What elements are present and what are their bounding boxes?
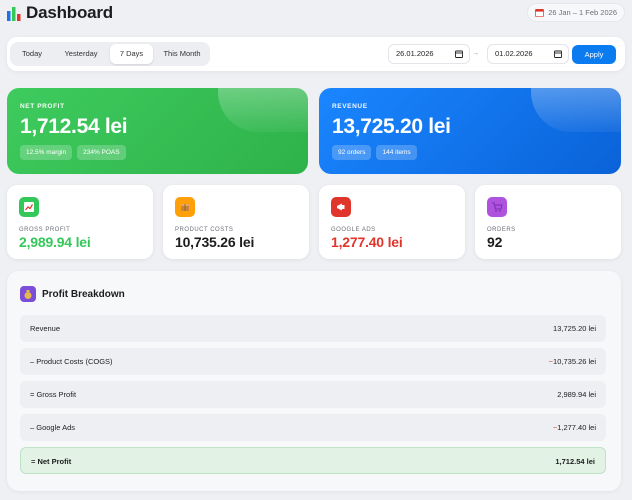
revenue-chips: 92 orders 144 items	[332, 145, 417, 160]
row-label: – Product Costs (COGS)	[30, 357, 113, 366]
date-range-badge: 26 Jan – 1 Feb 2026	[527, 3, 625, 22]
breakdown-row-cogs: – Product Costs (COGS) −10,735.26 lei	[20, 348, 606, 375]
money-bag-icon	[20, 286, 36, 302]
revenue-label: REVENUE	[332, 103, 368, 110]
row-label: – Google Ads	[30, 423, 76, 432]
tab-7-days[interactable]: 7 Days	[110, 44, 153, 64]
orders-chip: 92 orders	[332, 145, 372, 160]
orders-card: ORDERS 92	[475, 185, 621, 259]
row-label: Revenue	[30, 324, 61, 333]
date-range-text: 26 Jan – 1 Feb 2026	[548, 8, 617, 17]
gross-profit-card: GROSS PROFIT 2,989.94 lei	[7, 185, 153, 259]
google-ads-value: 1,277.40 lei	[331, 234, 403, 250]
margin-chip: 12.5% margin	[20, 145, 73, 160]
row-value: −1,277.40 lei	[552, 423, 596, 432]
breakdown-row-revenue: Revenue 13,725.20 lei	[20, 315, 606, 342]
orders-value: 92	[487, 234, 503, 250]
net-profit-label: NET PROFIT	[20, 103, 65, 110]
date-from-value: 26.01.2026	[396, 49, 434, 58]
google-ads-label: GOOGLE ADS	[331, 227, 376, 233]
net-profit-chips: 12.5% margin 234% POAS	[20, 145, 126, 160]
gross-profit-value: 2,989.94 lei	[19, 234, 91, 250]
filter-bar: Today Yesterday 7 Days This Month 26.01.…	[7, 37, 625, 71]
row-value: −10,735.26 lei	[548, 357, 596, 366]
product-costs-card: PRODUCT COSTS 10,735.26 lei	[163, 185, 309, 259]
bar-chart-icon	[7, 7, 21, 21]
calendar-icon	[455, 50, 463, 58]
row-label: = Gross Profit	[30, 390, 77, 399]
row-value: 2,989.94 lei	[557, 390, 596, 399]
header: Dashboard 26 Jan – 1 Feb 2026	[7, 3, 625, 23]
tab-today[interactable]: Today	[21, 49, 42, 58]
breakdown-title: Profit Breakdown	[42, 289, 125, 300]
revenue-card: REVENUE 13,725.20 lei 92 orders 144 item…	[319, 88, 621, 174]
apply-button[interactable]: Apply	[572, 45, 616, 64]
google-ads-card: GOOGLE ADS 1,277.40 lei	[319, 185, 465, 259]
range-arrow: →	[472, 50, 479, 57]
breakdown-row-net-profit: = Net Profit 1,712.54 lei	[20, 447, 606, 474]
date-to-input[interactable]: 01.02.2026	[487, 44, 569, 64]
calendar-icon	[554, 50, 562, 58]
product-costs-value: 10,735.26 lei	[175, 234, 255, 250]
cart-icon	[487, 197, 507, 217]
chart-up-icon	[19, 197, 39, 217]
page-title: Dashboard	[26, 3, 113, 22]
calendar-icon	[535, 8, 545, 17]
row-value: 13,725.20 lei	[553, 324, 596, 333]
poas-chip: 234% POAS	[77, 145, 126, 160]
row-label: = Net Profit	[31, 457, 72, 466]
card-gloss	[531, 88, 621, 132]
net-profit-value: 1,712.54 lei	[20, 115, 128, 138]
tab-this-month[interactable]: This Month	[163, 49, 201, 58]
items-chip: 144 items	[376, 145, 417, 160]
row-value: 1,712.54 lei	[555, 457, 595, 466]
product-costs-label: PRODUCT COSTS	[175, 227, 234, 233]
orders-label: ORDERS	[487, 227, 516, 233]
period-tabs: Today Yesterday 7 Days This Month	[10, 42, 210, 66]
package-icon	[175, 197, 195, 217]
gross-profit-label: GROSS PROFIT	[19, 227, 71, 233]
date-from-input[interactable]: 26.01.2026	[388, 44, 470, 64]
profit-breakdown-panel: Profit Breakdown Revenue 13,725.20 lei –…	[7, 271, 621, 491]
date-to-value: 01.02.2026	[495, 49, 533, 58]
tab-yesterday[interactable]: Yesterday	[64, 49, 98, 58]
card-gloss	[218, 88, 308, 132]
net-profit-card: NET PROFIT 1,712.54 lei 12.5% margin 234…	[7, 88, 308, 174]
breakdown-row-gross-profit: = Gross Profit 2,989.94 lei	[20, 381, 606, 408]
breakdown-row-google-ads: – Google Ads −1,277.40 lei	[20, 414, 606, 441]
megaphone-icon	[331, 197, 351, 217]
revenue-value: 13,725.20 lei	[332, 115, 451, 138]
